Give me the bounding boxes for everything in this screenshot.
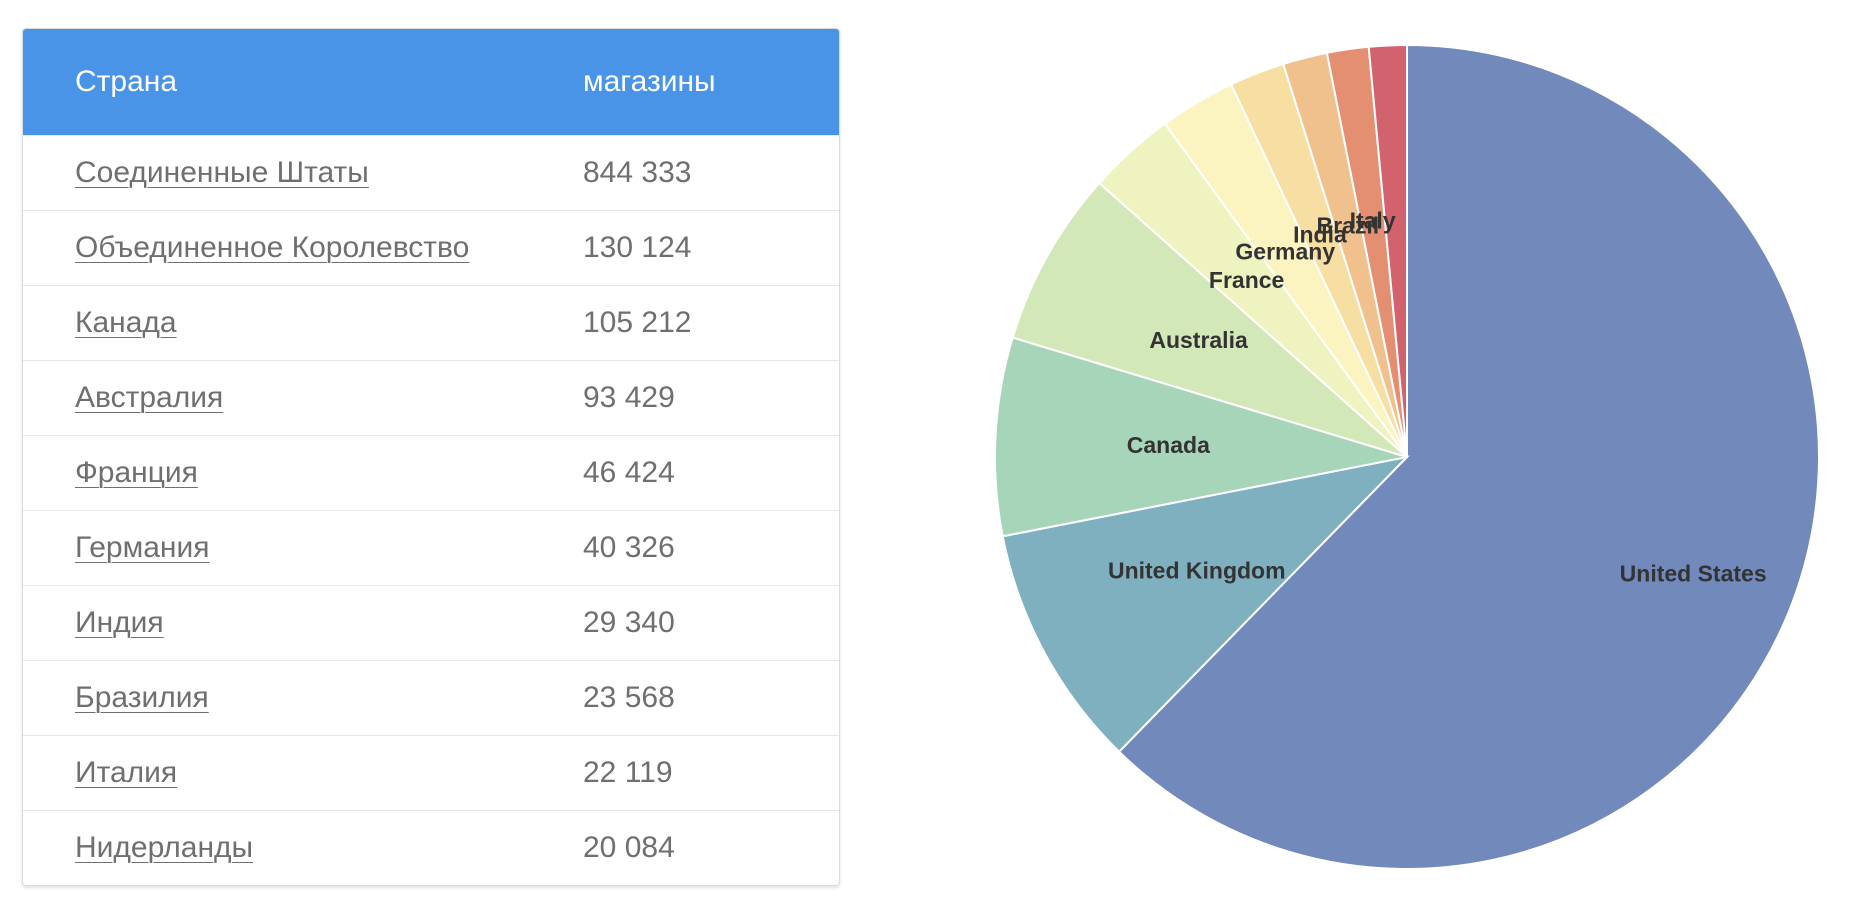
country-link[interactable]: Индия: [75, 606, 164, 639]
country-link[interactable]: Италия: [75, 756, 178, 789]
country-link[interactable]: Нидерланды: [75, 831, 254, 864]
table-row: Объединенное Королевство 130 124: [23, 210, 839, 285]
table-row: Нидерланды 20 084: [23, 810, 839, 885]
pie-slice-united-kingdom: [1001, 455, 1410, 754]
pie-label-australia: Australia: [1149, 327, 1248, 353]
table-row: Франция 46 424: [23, 435, 839, 510]
country-link[interactable]: Соединенные Штаты: [75, 156, 369, 189]
stores-value: 844 333: [583, 156, 692, 189]
pie-slice-canada: [994, 336, 1408, 538]
stores-value: 29 340: [583, 606, 675, 639]
table-row: Германия 40 326: [23, 510, 839, 585]
table-row: Австралия 93 429: [23, 360, 839, 435]
pie-label-canada: Canada: [1127, 432, 1210, 458]
table-row: Индия 29 340: [23, 585, 839, 660]
pie-label-united-states: United States: [1620, 561, 1767, 587]
table-row: Италия 22 119: [23, 735, 839, 810]
stores-value: 93 429: [583, 381, 675, 414]
header-stores: магазины: [583, 65, 716, 98]
pie-chart-svg: United States United Kingdom Canada Austral…: [994, 43, 1820, 870]
stores-value: 130 124: [583, 231, 692, 264]
stores-table: Страна магазины Соединенные Штаты 844 33…: [22, 28, 840, 886]
pie-chart: United States United Kingdom Canada Austral…: [960, 10, 1840, 890]
pie-label-france: France: [1209, 267, 1284, 293]
country-link[interactable]: Бразилия: [75, 681, 209, 714]
stores-value: 105 212: [583, 306, 692, 339]
table-row: Бразилия 23 568: [23, 660, 839, 735]
stores-value: 46 424: [583, 456, 675, 489]
pie-label-united-kingdom: United Kingdom: [1108, 558, 1286, 584]
country-link[interactable]: Франция: [75, 456, 198, 489]
country-link[interactable]: Германия: [75, 531, 210, 564]
pie-label-germany: Germany: [1235, 238, 1335, 264]
table-row: Соединенные Штаты 844 333: [23, 135, 839, 210]
country-link[interactable]: Канада: [75, 306, 177, 339]
stores-value: 22 119: [583, 756, 673, 789]
pie-slice-united-states: [1117, 43, 1820, 870]
table-row: Канада 105 212: [23, 285, 839, 360]
header-country: Страна: [75, 65, 178, 98]
country-link[interactable]: Объединенное Королевство: [75, 231, 470, 264]
pie-label-india: India: [1293, 221, 1347, 247]
table-header: Страна магазины: [23, 29, 839, 135]
country-link[interactable]: Австралия: [75, 381, 224, 414]
stores-value: 20 084: [583, 831, 675, 864]
stores-value: 40 326: [583, 531, 675, 564]
pie-label-italy: Italy: [1350, 208, 1396, 234]
stores-value: 23 568: [583, 681, 675, 714]
pie-label-brazil: Brazil: [1316, 212, 1379, 238]
pie-slice-unlabeled: [1367, 43, 1408, 458]
pie-slice-australia: [1011, 181, 1408, 458]
